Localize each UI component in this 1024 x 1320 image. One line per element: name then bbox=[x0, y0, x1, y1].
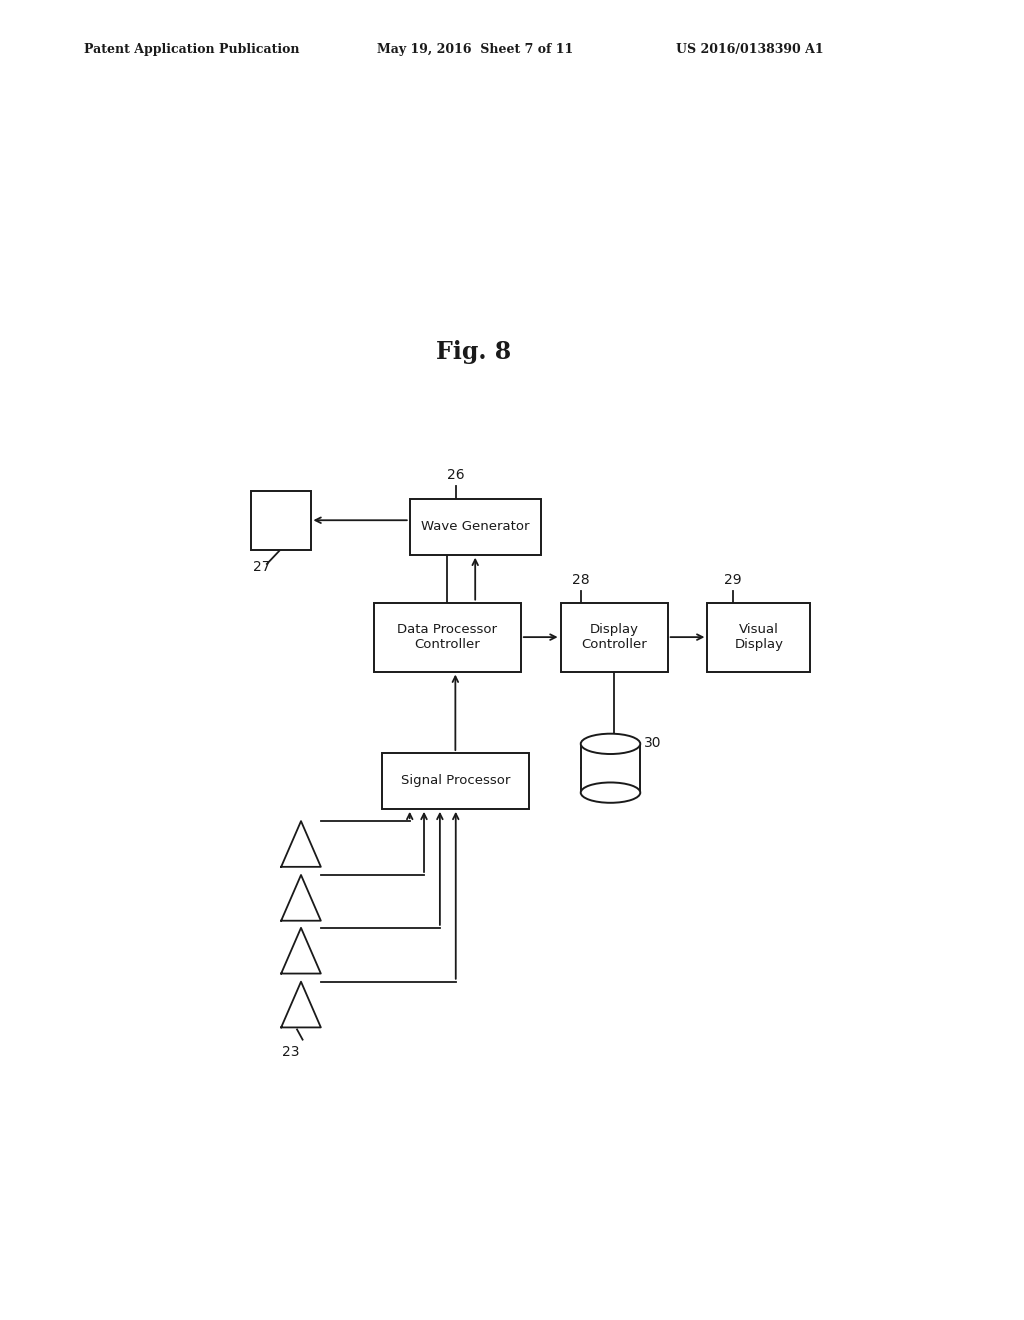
Text: May 19, 2016  Sheet 7 of 11: May 19, 2016 Sheet 7 of 11 bbox=[377, 42, 573, 55]
Text: 29: 29 bbox=[724, 573, 741, 587]
Text: 27: 27 bbox=[253, 560, 271, 574]
Ellipse shape bbox=[581, 734, 640, 754]
Text: 30: 30 bbox=[644, 735, 662, 750]
Text: Data Processor
Controller: Data Processor Controller bbox=[397, 623, 498, 651]
Bar bbox=[374, 602, 521, 672]
Text: Visual
Display: Visual Display bbox=[734, 623, 783, 651]
Bar bbox=[708, 602, 811, 672]
Text: Fig. 8: Fig. 8 bbox=[435, 339, 511, 363]
Bar bbox=[382, 752, 528, 809]
Text: Wave Generator: Wave Generator bbox=[421, 520, 529, 533]
Text: 23: 23 bbox=[282, 1044, 299, 1059]
Text: 28: 28 bbox=[572, 573, 590, 587]
Text: Display
Controller: Display Controller bbox=[582, 623, 647, 651]
Ellipse shape bbox=[581, 783, 640, 803]
Bar bbox=[581, 744, 640, 792]
Text: 26: 26 bbox=[446, 467, 465, 482]
Text: Signal Processor: Signal Processor bbox=[400, 775, 510, 788]
Bar bbox=[410, 499, 541, 554]
Text: US 2016/0138390 A1: US 2016/0138390 A1 bbox=[676, 42, 823, 55]
Text: Patent Application Publication: Patent Application Publication bbox=[84, 42, 299, 55]
Bar bbox=[560, 602, 668, 672]
Bar bbox=[251, 491, 310, 549]
